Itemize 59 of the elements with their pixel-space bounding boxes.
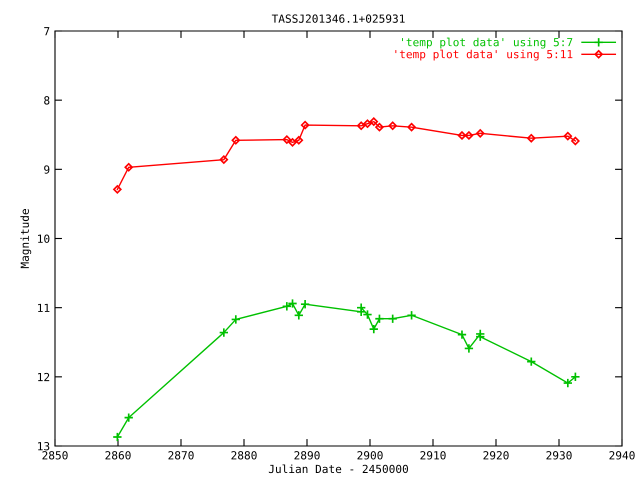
point bbox=[388, 314, 398, 324]
x-tick-label: 2890 bbox=[294, 451, 320, 460]
point bbox=[407, 122, 416, 132]
point bbox=[230, 314, 241, 324]
chart-title: TASSJ201346.1+025931 bbox=[272, 14, 405, 23]
point bbox=[526, 356, 536, 367]
y-tick-label: 7 bbox=[44, 27, 50, 36]
point bbox=[300, 299, 310, 310]
point bbox=[571, 136, 580, 146]
x-tick-label: 2940 bbox=[609, 451, 635, 460]
point bbox=[218, 328, 229, 338]
point bbox=[374, 314, 384, 324]
x-tick-label: 2900 bbox=[357, 451, 383, 460]
point bbox=[375, 122, 384, 132]
y-tick-label: 11 bbox=[38, 304, 50, 312]
point bbox=[356, 121, 366, 130]
x-tick-label: 2910 bbox=[420, 451, 446, 460]
point bbox=[294, 310, 304, 320]
point bbox=[562, 378, 573, 388]
point bbox=[476, 129, 485, 138]
point bbox=[124, 162, 133, 172]
y-tick-label: 9 bbox=[44, 165, 50, 174]
point bbox=[406, 310, 417, 320]
point bbox=[112, 432, 122, 442]
legend-label: 'temp plot data' using 5:11 bbox=[395, 50, 572, 61]
point bbox=[456, 330, 467, 340]
x-tick-label: 2870 bbox=[168, 451, 194, 460]
y-tick-label: 13 bbox=[38, 442, 50, 450]
point bbox=[458, 131, 466, 140]
point bbox=[570, 372, 580, 382]
point bbox=[362, 310, 372, 320]
point bbox=[464, 131, 474, 140]
point bbox=[288, 138, 297, 147]
y-tick-label: 10 bbox=[38, 234, 50, 243]
point bbox=[124, 412, 134, 423]
x-tick-label: 2880 bbox=[231, 451, 257, 460]
point bbox=[475, 332, 486, 342]
point bbox=[282, 135, 292, 144]
x-tick-label: 2850 bbox=[42, 451, 68, 460]
point bbox=[232, 136, 240, 145]
point bbox=[294, 136, 304, 145]
y-axis-title: Magnitude bbox=[20, 209, 32, 268]
point bbox=[388, 121, 397, 130]
point bbox=[370, 117, 378, 126]
point bbox=[527, 134, 536, 142]
point bbox=[113, 185, 122, 194]
x-axis-title: Julian Date - 2450000 bbox=[268, 464, 408, 474]
x-tick-label: 2930 bbox=[546, 451, 572, 460]
y-tick-label: 8 bbox=[44, 96, 50, 105]
point bbox=[300, 120, 310, 130]
point bbox=[368, 324, 379, 334]
point bbox=[464, 343, 474, 354]
point bbox=[363, 119, 372, 128]
point bbox=[564, 132, 572, 140]
x-tick-label: 2860 bbox=[105, 451, 131, 460]
legend-label: 'temp plot data' using 5:7 bbox=[402, 38, 572, 49]
x-tick-label: 2920 bbox=[483, 451, 509, 460]
point bbox=[220, 155, 228, 164]
y-tick-label: 12 bbox=[38, 372, 50, 382]
